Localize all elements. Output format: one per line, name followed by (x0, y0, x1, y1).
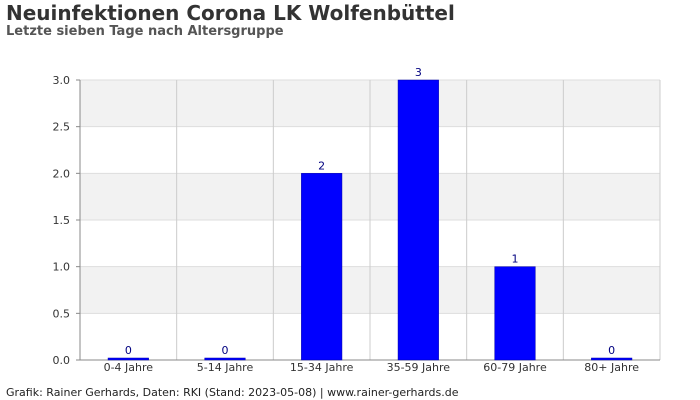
data-label: 3 (415, 66, 422, 79)
y-tick-label: 0.0 (53, 354, 71, 367)
x-tick-label: 0-4 Jahre (104, 361, 154, 374)
bar (107, 357, 149, 361)
x-tick-label: 35-59 Jahre (387, 361, 451, 374)
y-tick-label: 1.0 (53, 261, 71, 274)
chart-subtitle: Letzte sieben Tage nach Altersgruppe (6, 24, 284, 39)
y-tick-label: 0.5 (53, 307, 71, 320)
y-tick-label: 1.5 (53, 214, 71, 227)
data-label: 0 (222, 344, 229, 357)
chart-footer: Grafik: Rainer Gerhards, Daten: RKI (Sta… (6, 386, 459, 399)
data-label: 0 (608, 344, 615, 357)
y-tick-label: 3.0 (53, 74, 71, 87)
data-label: 2 (318, 159, 325, 172)
data-label: 0 (125, 344, 132, 357)
x-tick-label: 5-14 Jahre (197, 361, 254, 374)
x-tick-label: 60-79 Jahre (483, 361, 547, 374)
bar (397, 79, 439, 361)
x-tick-label: 80+ Jahre (584, 361, 639, 374)
y-tick-label: 2.5 (53, 121, 71, 134)
bar (591, 357, 633, 361)
x-tick-label: 15-34 Jahre (290, 361, 354, 374)
chart-title: Neuinfektionen Corona LK Wolfenbüttel (6, 1, 455, 25)
bar (301, 173, 343, 361)
y-tick-label: 2.0 (53, 167, 71, 180)
data-label: 1 (512, 253, 519, 266)
bar (494, 266, 536, 361)
bar (204, 357, 246, 361)
